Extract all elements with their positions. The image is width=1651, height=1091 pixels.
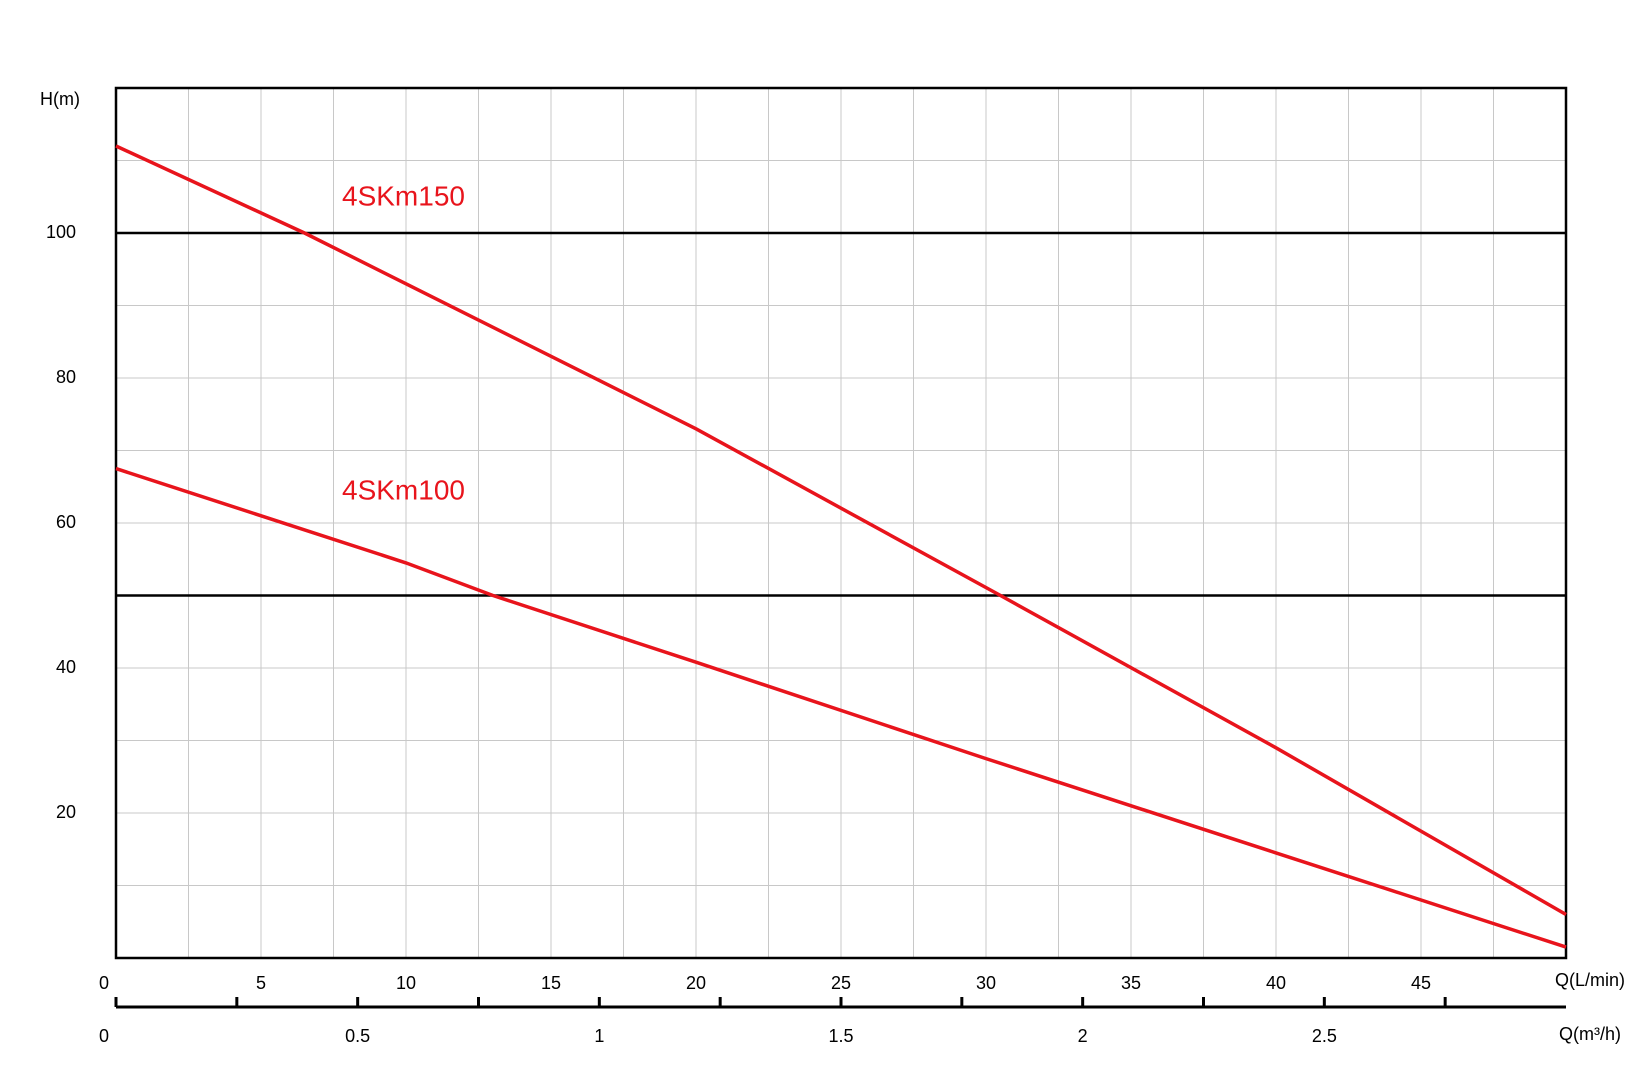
- x-tick-label: 40: [1266, 973, 1286, 993]
- x-tick-label: 0: [99, 973, 109, 993]
- x-tick-label: 15: [541, 973, 561, 993]
- x-tick-label: 30: [976, 973, 996, 993]
- y-tick-label: 60: [56, 512, 76, 532]
- x-tick-label: 20: [686, 973, 706, 993]
- x-axis-label: Q(L/min): [1555, 970, 1625, 990]
- x2-tick-label: 1: [594, 1026, 604, 1046]
- y-tick-label: 20: [56, 802, 76, 822]
- x-tick-label: 35: [1121, 973, 1141, 993]
- x2-tick-label: 1.5: [828, 1026, 853, 1046]
- y-tick-label: 100: [46, 222, 76, 242]
- x2-tick-label: 2.5: [1312, 1026, 1337, 1046]
- series-label: 4SKm100: [342, 474, 465, 505]
- x2-tick-label: 0.5: [345, 1026, 370, 1046]
- y-tick-label: 80: [56, 367, 76, 387]
- x2-tick-label: 0: [99, 1026, 109, 1046]
- x2-tick-label: 2: [1078, 1026, 1088, 1046]
- x-tick-label: 10: [396, 973, 416, 993]
- x-tick-label: 5: [256, 973, 266, 993]
- curve: [115, 466, 1567, 949]
- y-tick-label: 40: [56, 657, 76, 677]
- x-tick-label: 25: [831, 973, 851, 993]
- curve: [115, 144, 1567, 917]
- series-label: 4SKm150: [342, 180, 465, 211]
- y-axis-label: H(m): [40, 89, 80, 109]
- x-tick-label: 45: [1411, 973, 1431, 993]
- plot-frame: [114, 86, 1568, 960]
- x2-axis-label: Q(m³/h): [1559, 1024, 1621, 1044]
